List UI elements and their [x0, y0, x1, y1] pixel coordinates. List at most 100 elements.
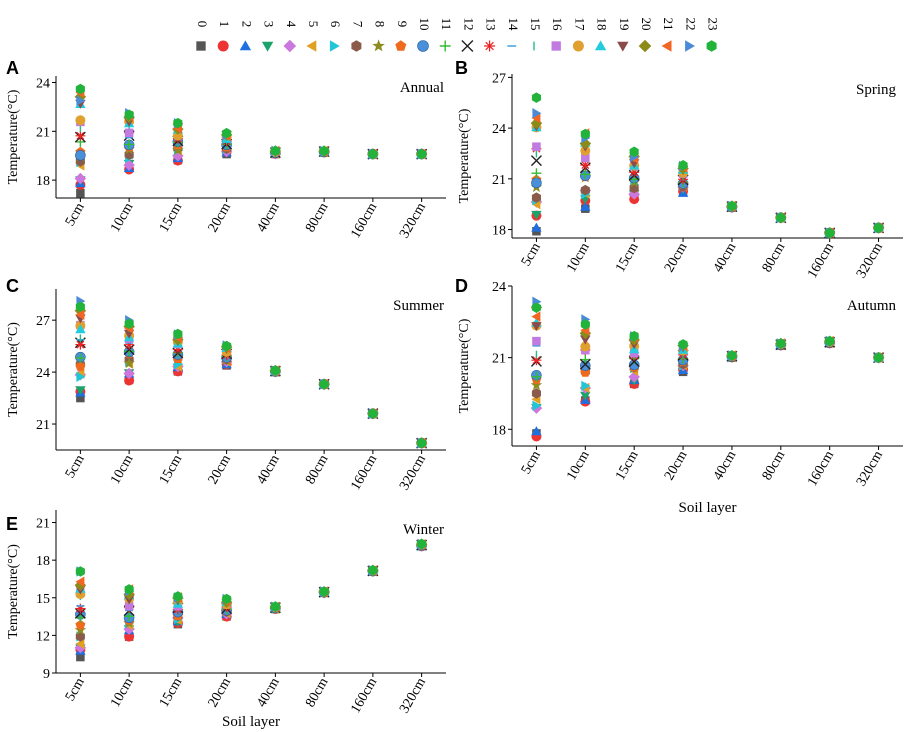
legend-marker [351, 40, 362, 52]
data-point [874, 352, 884, 363]
data-points [530, 296, 885, 442]
data-point [531, 302, 541, 313]
data-point [531, 112, 541, 124]
data-point [319, 145, 329, 157]
data-point [629, 146, 639, 157]
data-point [580, 341, 591, 352]
data-point [727, 200, 737, 212]
x-tick-label: 5cm [63, 200, 88, 228]
x-tick-label: 20cm [662, 448, 691, 483]
y-tick-label: 9 [43, 667, 50, 682]
data-point [580, 391, 591, 401]
x-tick-label: 40cm [254, 200, 283, 235]
legend-marker [283, 39, 297, 53]
data-point [270, 365, 280, 376]
data-point [123, 367, 135, 380]
data-point [531, 92, 541, 103]
data-point [628, 356, 640, 368]
y-tick-label: 18 [492, 224, 506, 239]
y-tick-label: 21 [36, 125, 50, 140]
data-point [727, 350, 737, 361]
legend-marker [329, 40, 340, 52]
x-tick-label: 5cm [519, 448, 544, 476]
legend-label: 7 [350, 21, 365, 28]
x-tick-label: 160cm [805, 448, 837, 489]
data-point [124, 109, 134, 120]
data-point [531, 426, 542, 436]
legend-marker [594, 40, 607, 51]
x-tick-label: 40cm [711, 448, 740, 483]
data-point [532, 142, 541, 151]
data-point [580, 160, 591, 171]
data-point [580, 128, 590, 140]
legend-marker [638, 39, 652, 53]
legend-label: 23 [706, 18, 721, 31]
legend-marker [417, 40, 429, 52]
data-point [531, 168, 542, 179]
data-point [776, 212, 786, 223]
x-tick-label: 10cm [108, 200, 137, 235]
legend-label: 14 [506, 18, 521, 32]
legend-marker [551, 41, 561, 51]
x-tick-label: 80cm [760, 448, 789, 483]
data-points [74, 538, 428, 662]
data-point [530, 155, 542, 167]
data-point [75, 603, 86, 614]
data-point [124, 611, 135, 622]
legend-label: 3 [262, 21, 277, 28]
x-tick-label: 20cm [206, 452, 235, 487]
legend-marker [395, 40, 407, 51]
panel-letter: D [455, 276, 468, 296]
data-point [579, 358, 591, 370]
data-point [825, 335, 835, 347]
x-axis-label: Soil layer [222, 714, 280, 730]
data-point [531, 322, 542, 332]
y-tick-label: 27 [492, 71, 506, 86]
legend-label: 6 [328, 21, 343, 28]
data-point [531, 210, 542, 220]
data-point [776, 338, 786, 349]
legend-marker [661, 40, 672, 52]
data-point [531, 222, 542, 232]
data-point [270, 601, 280, 612]
data-point [678, 339, 688, 350]
data-point [532, 336, 541, 346]
x-tick-label: 15cm [613, 240, 642, 275]
data-point [74, 624, 87, 635]
legend-label: 4 [284, 21, 299, 28]
x-tick-label: 10cm [108, 675, 137, 710]
x-tick-label: 40cm [254, 675, 283, 710]
panel-title: Autumn [847, 298, 897, 314]
data-point [580, 201, 591, 211]
panel-title: Winter [403, 522, 444, 538]
data-point [124, 128, 134, 138]
data-point [75, 638, 85, 649]
data-point [580, 335, 591, 345]
data-point [75, 339, 86, 350]
x-tick-label: 80cm [760, 240, 789, 275]
legend-marker [261, 41, 274, 52]
y-axis-label: Temperature(°C) [6, 544, 21, 639]
data-point [629, 167, 640, 178]
panel-letter: E [6, 514, 18, 534]
legend-marker [572, 40, 584, 52]
data-point [417, 538, 427, 550]
data-point [368, 564, 378, 576]
panel-d: D Autumn 18 21 24 Temperature(°C) 5cm 10cm 15cm 2… [455, 276, 903, 516]
data-point [75, 324, 86, 334]
legend-label: 2 [239, 21, 254, 28]
legend-label: 19 [617, 18, 632, 31]
x-tick-label: 5cm [519, 240, 544, 268]
data-point [319, 379, 329, 390]
data-point [75, 386, 86, 396]
data-point [417, 437, 427, 449]
data-point [75, 301, 85, 312]
legend-label: 9 [395, 21, 410, 28]
data-point [75, 309, 85, 320]
data-point [75, 115, 86, 126]
y-tick-label: 18 [492, 423, 506, 438]
panel-title: Summer [393, 298, 444, 314]
data-point [319, 586, 329, 597]
y-tick-label: 21 [36, 517, 50, 532]
